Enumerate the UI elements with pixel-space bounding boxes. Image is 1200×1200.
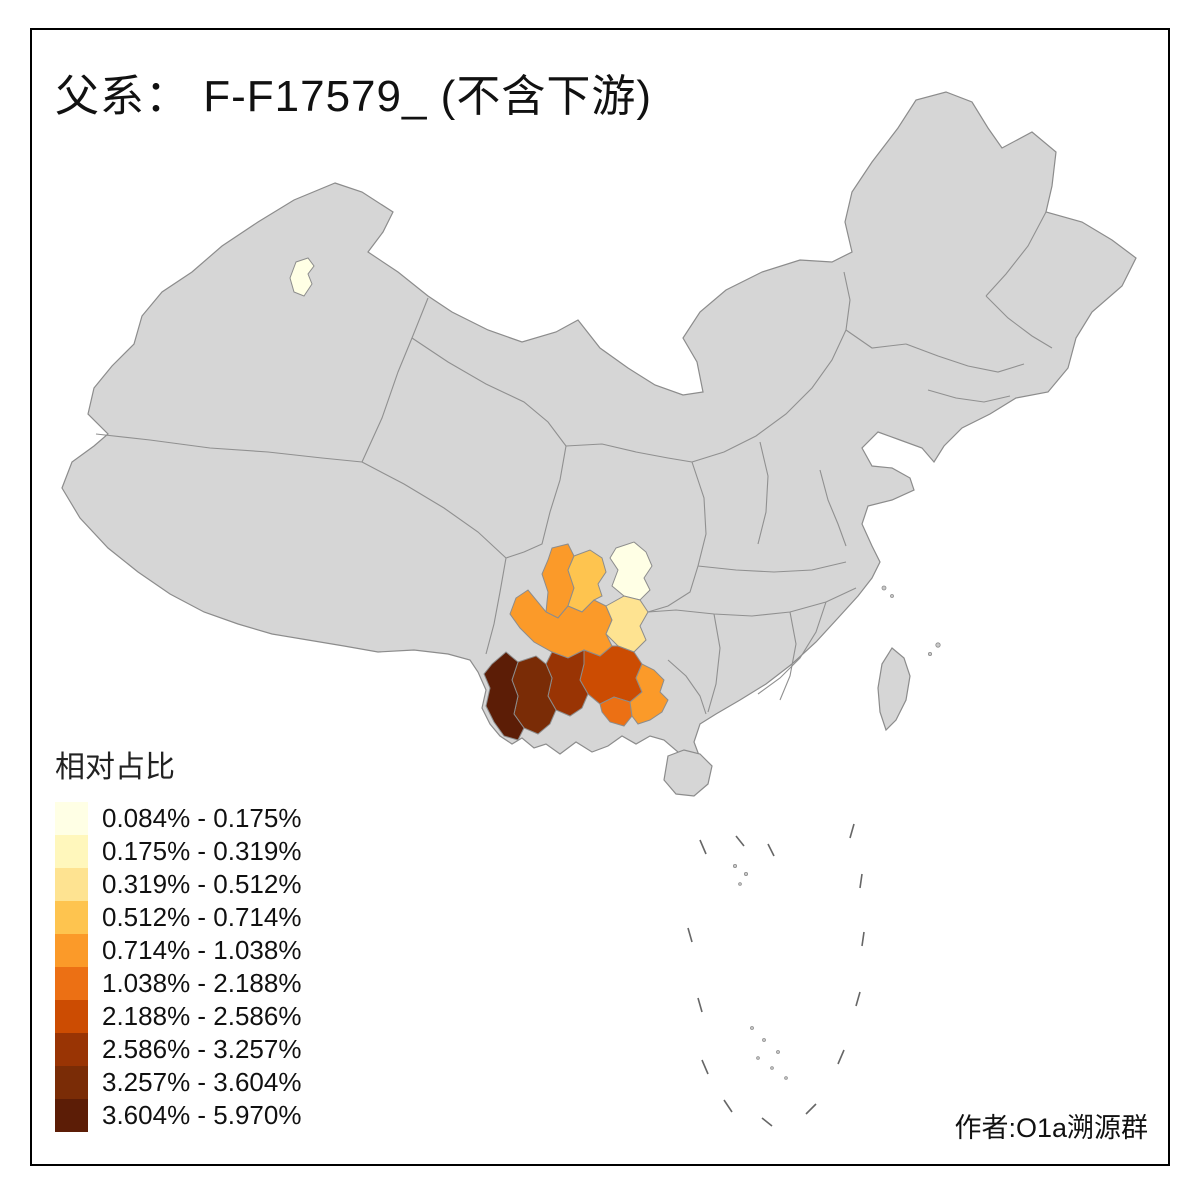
legend-swatch (55, 934, 88, 967)
legend-swatch (55, 901, 88, 934)
legend-label: 3.604% - 5.970% (102, 1100, 302, 1130)
legend-swatch (55, 1066, 88, 1099)
region-guangxi-north (629, 663, 669, 725)
legend-label: 0.084% - 0.175% (102, 803, 302, 833)
legend-swatch (55, 1099, 88, 1132)
region-chongqing (605, 595, 649, 653)
legend-label: 0.175% - 0.319% (102, 836, 302, 866)
legend-swatch (55, 802, 88, 835)
small-islands (733, 585, 941, 1080)
legend-item: 3.604% - 5.970% (55, 1099, 301, 1132)
legend-label: 2.586% - 3.257% (102, 1034, 302, 1064)
legend-swatch (55, 967, 88, 1000)
province-borders (95, 211, 1053, 715)
choropleth-regions (289, 257, 669, 741)
legend-swatch (55, 1033, 88, 1066)
legend-label: 3.257% - 3.604% (102, 1067, 302, 1097)
region-guangxi-west (599, 696, 633, 727)
legend: 相对占比 0.084% - 0.175% 0.175% - 0.319% 0.3… (55, 742, 301, 1132)
region-sichuan-east (567, 549, 607, 613)
legend-label: 2.188% - 2.586% (102, 1001, 302, 1031)
page-title: 父系： F-F17579_ (不含下游) (55, 72, 652, 121)
legend-item: 1.038% - 2.188% (55, 967, 301, 1000)
author-credit: 作者:O1a溯源群 (954, 1113, 1148, 1143)
legend-item: 0.175% - 0.319% (55, 835, 301, 868)
region-yunnan-west (483, 651, 525, 741)
legend-item: 2.188% - 2.586% (55, 1000, 301, 1033)
legend-swatch (55, 868, 88, 901)
legend-item: 0.714% - 1.038% (55, 934, 301, 967)
legend-label: 1.038% - 2.188% (102, 968, 302, 998)
hainan-island (663, 749, 713, 797)
legend-item: 3.257% - 3.604% (55, 1066, 301, 1099)
legend-swatch (55, 835, 88, 868)
legend-swatch (55, 1000, 88, 1033)
legend-item: 0.512% - 0.714% (55, 901, 301, 934)
mainland-china-shape (61, 91, 1137, 769)
region-guizhou (579, 645, 643, 705)
legend-title: 相对占比 (55, 751, 175, 784)
legend-item: 0.319% - 0.512% (55, 868, 301, 901)
legend-item: 0.084% - 0.175% (55, 802, 301, 835)
legend-label: 0.319% - 0.512% (102, 869, 302, 899)
region-xinjiang-spot (289, 257, 315, 297)
region-shaanxi-south (609, 541, 653, 601)
legend-label: 0.512% - 0.714% (102, 902, 302, 932)
taiwan-island (877, 647, 911, 732)
nine-dash-line (687, 823, 865, 1127)
legend-item: 2.586% - 3.257% (55, 1033, 301, 1066)
legend-label: 0.714% - 1.038% (102, 935, 302, 965)
